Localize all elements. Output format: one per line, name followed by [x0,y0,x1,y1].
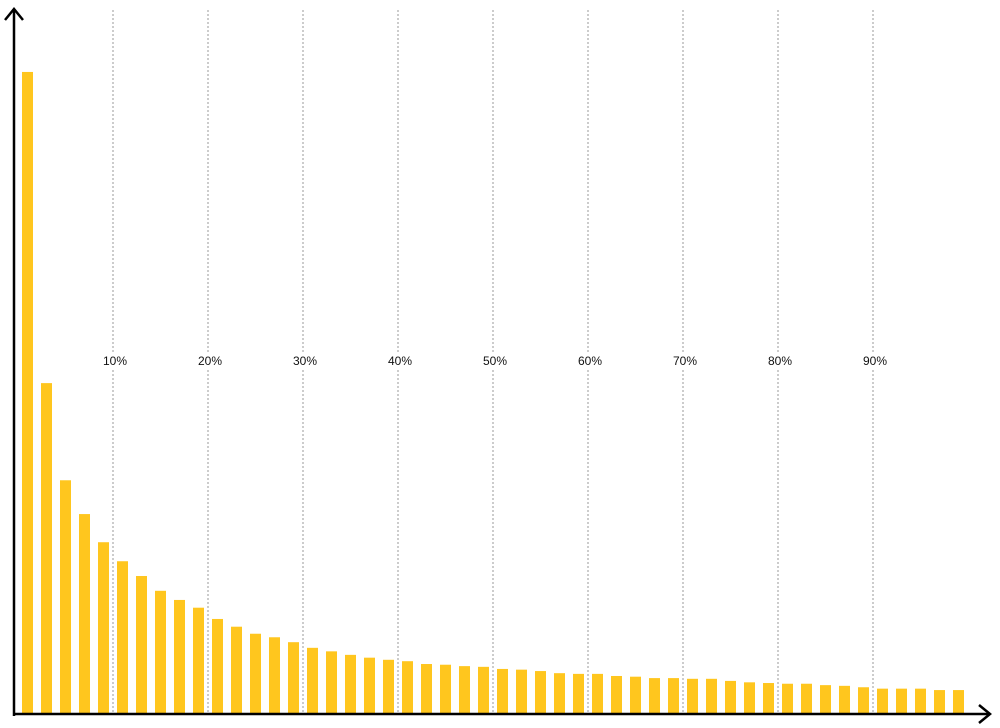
bar [459,666,470,714]
bar [763,683,774,714]
bar [839,685,850,714]
x-axis-arrow [978,704,992,724]
bar [345,654,356,714]
bar [269,637,280,714]
bar [231,626,242,714]
bar [478,666,489,714]
tick-label-bg [479,353,509,369]
x-tick-label: 30% [293,354,317,368]
bar [421,664,432,714]
bar [402,661,413,714]
bar [649,678,660,714]
tick-label-bg [859,353,889,369]
bar [592,673,603,714]
bar [41,383,52,714]
bar [250,633,261,714]
x-tick-label: 40% [388,354,412,368]
x-tick-label: 80% [768,354,792,368]
axes [4,7,992,724]
bar [630,676,641,714]
tick-label-bg [764,353,794,369]
bar [98,542,109,714]
bar [136,576,147,714]
bar [820,685,831,714]
bar [193,607,204,714]
bar [744,682,755,714]
bar [915,688,926,714]
bar [383,659,394,714]
bar [326,651,337,714]
tick-label-bg [574,353,604,369]
tick-label-bg [194,353,224,369]
bar [573,673,584,714]
x-tick-label: 70% [673,354,697,368]
bar [554,673,565,714]
bar [801,683,812,714]
bar [364,657,375,714]
bar [174,599,185,714]
bar [117,561,128,714]
bar [782,683,793,714]
bar [953,690,964,714]
x-tick-label: 50% [483,354,507,368]
y-axis-arrow [4,7,24,21]
bar [60,480,71,714]
x-tick-label: 10% [103,354,127,368]
bar [155,590,166,714]
bar [687,678,698,714]
bar [725,680,736,714]
tick-label-bg [384,353,414,369]
bar [516,669,527,714]
bar [668,678,679,714]
bar [212,618,223,714]
bar [79,514,90,714]
tick-label-bg [99,353,129,369]
bar [497,668,508,714]
bar [307,647,318,714]
bar [934,690,945,714]
x-tick-label: 90% [863,354,887,368]
bar [896,688,907,714]
bar [535,671,546,714]
tick-label-bg [669,353,699,369]
tick-label-bg [289,353,319,369]
x-tick-label: 20% [198,354,222,368]
bar [440,664,451,714]
bar [858,687,869,714]
bar [288,642,299,714]
bar [706,678,717,714]
bar [611,675,622,714]
bar [22,71,33,714]
x-tick-label: 60% [578,354,602,368]
bar [877,688,888,714]
